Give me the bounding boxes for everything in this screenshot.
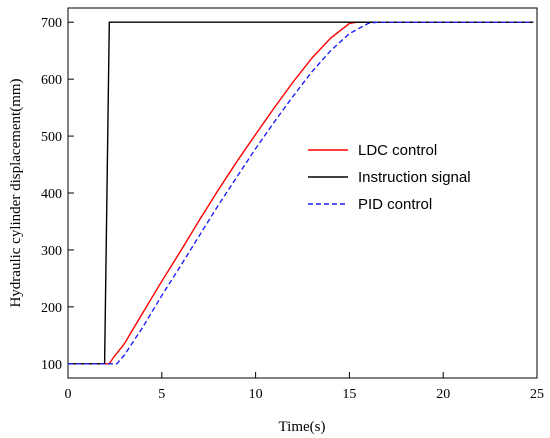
y-tick-label: 600 [41, 73, 62, 88]
x-tick-label: 0 [65, 387, 72, 402]
y-axis-title: Hydraulic cylinder displacement(mm) [8, 78, 24, 307]
series-line-2 [68, 21, 534, 365]
y-tick-label: 700 [41, 16, 62, 31]
series-layer [68, 21, 534, 365]
legend: LDC control Instruction signal PID control [308, 142, 471, 213]
legend-label-0: LDC control [358, 142, 437, 159]
y-axis: 100 200 300 400 500 600 700 [41, 16, 74, 373]
x-tick-label: 15 [342, 387, 356, 402]
x-tick-label: 10 [249, 387, 263, 402]
legend-label-2: PID control [358, 196, 432, 213]
plot-frame [67, 7, 538, 379]
y-tick-label: 500 [41, 130, 62, 145]
x-tick-label: 20 [436, 387, 450, 402]
x-axis: 0 5 10 15 20 25 [65, 372, 544, 402]
y-tick-label: 200 [41, 301, 62, 316]
y-tick-label: 400 [41, 187, 62, 202]
x-tick-label: 25 [530, 387, 544, 402]
y-tick-label: 100 [41, 358, 62, 373]
x-tick-label: 5 [158, 387, 165, 402]
x-axis-title: Time(s) [279, 419, 326, 435]
y-tick-label: 300 [41, 244, 62, 259]
legend-label-1: Instruction signal [358, 169, 471, 186]
series-line-0 [68, 21, 534, 365]
